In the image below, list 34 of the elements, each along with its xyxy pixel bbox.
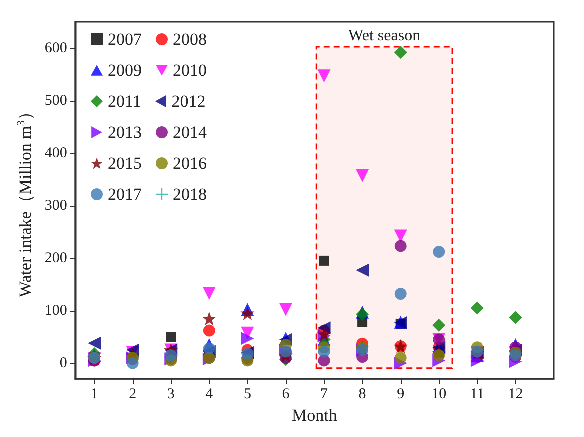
y-tick-label: 300 [44, 198, 68, 214]
y-tick-label: 500 [44, 92, 68, 109]
y-tick-label: 600 [44, 40, 68, 56]
x-tick-label: 6 [282, 386, 290, 403]
x-tick-label: 9 [397, 386, 405, 403]
x-tick-label: 8 [358, 386, 366, 403]
x-tick-label: 11 [470, 386, 485, 403]
legend-label: 2010 [173, 61, 207, 80]
band-label: Wet season [348, 28, 421, 45]
x-tick-label: 1 [90, 386, 98, 403]
x-tick-label: 3 [167, 386, 175, 403]
x-tick-label: 10 [432, 386, 447, 403]
y-axis-title: Water intake（Million m3） [16, 104, 35, 298]
y-tick-label: 400 [44, 145, 68, 162]
y-tick-label: 200 [44, 250, 68, 266]
x-tick-label: 12 [508, 386, 524, 403]
y-tick-label: 100 [44, 302, 68, 319]
legend-label: 2012 [172, 92, 206, 111]
x-tick-label: 5 [244, 386, 252, 403]
x-axis-title: Month [292, 406, 338, 425]
legend-label: 2014 [173, 123, 208, 142]
legend-label: 2011 [108, 92, 142, 111]
legend-label: 2017 [108, 185, 142, 204]
legend-label: 2007 [108, 30, 142, 49]
legend-label: 2016 [173, 154, 207, 173]
x-tick-label: 7 [320, 386, 329, 403]
x-tick-label: 2 [129, 386, 137, 403]
x-tick-label: 4 [206, 386, 214, 403]
legend-label: 2009 [108, 61, 142, 80]
legend-label: 2015 [108, 154, 142, 173]
y-tick-label: 0 [60, 355, 68, 372]
legend-label: 2013 [108, 123, 142, 142]
legend-label: 2008 [173, 30, 207, 49]
legend-label: 2018 [173, 185, 207, 204]
